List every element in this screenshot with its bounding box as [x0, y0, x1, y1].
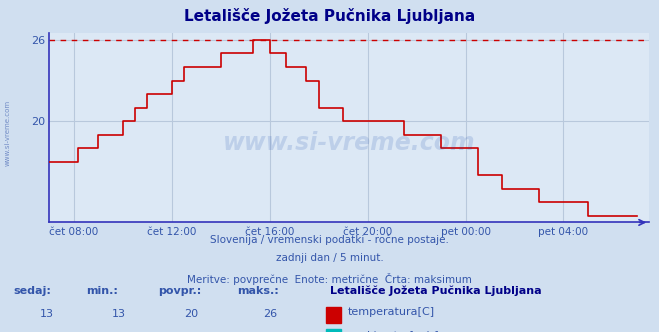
Text: Slovenija / vremenski podatki - ročne postaje.: Slovenija / vremenski podatki - ročne po… [210, 234, 449, 245]
Text: 26: 26 [264, 309, 277, 319]
Text: 13: 13 [40, 309, 53, 319]
Text: -nan: -nan [185, 331, 210, 332]
Text: -nan: -nan [264, 331, 289, 332]
Text: min.:: min.: [86, 286, 117, 296]
Text: zadnji dan / 5 minut.: zadnji dan / 5 minut. [275, 253, 384, 263]
Text: temperatura[C]: temperatura[C] [347, 307, 434, 317]
Text: -nan: -nan [40, 331, 65, 332]
Text: sunki vetra[m/s]: sunki vetra[m/s] [347, 330, 439, 332]
Text: maks.:: maks.: [237, 286, 279, 296]
Text: Meritve: povprečne  Enote: metrične  Črta: maksimum: Meritve: povprečne Enote: metrične Črta:… [187, 273, 472, 285]
Text: www.si-vreme.com: www.si-vreme.com [5, 100, 11, 166]
Text: 20: 20 [185, 309, 198, 319]
Text: 13: 13 [112, 309, 126, 319]
Text: www.si-vreme.com: www.si-vreme.com [223, 131, 476, 155]
Text: Letališče Jožeta Pučnika Ljubljana: Letališče Jožeta Pučnika Ljubljana [330, 285, 541, 296]
Text: -nan: -nan [112, 331, 137, 332]
Text: povpr.:: povpr.: [158, 286, 202, 296]
Text: sedaj:: sedaj: [13, 286, 51, 296]
Text: Letališče Jožeta Pučnika Ljubljana: Letališče Jožeta Pučnika Ljubljana [184, 8, 475, 24]
